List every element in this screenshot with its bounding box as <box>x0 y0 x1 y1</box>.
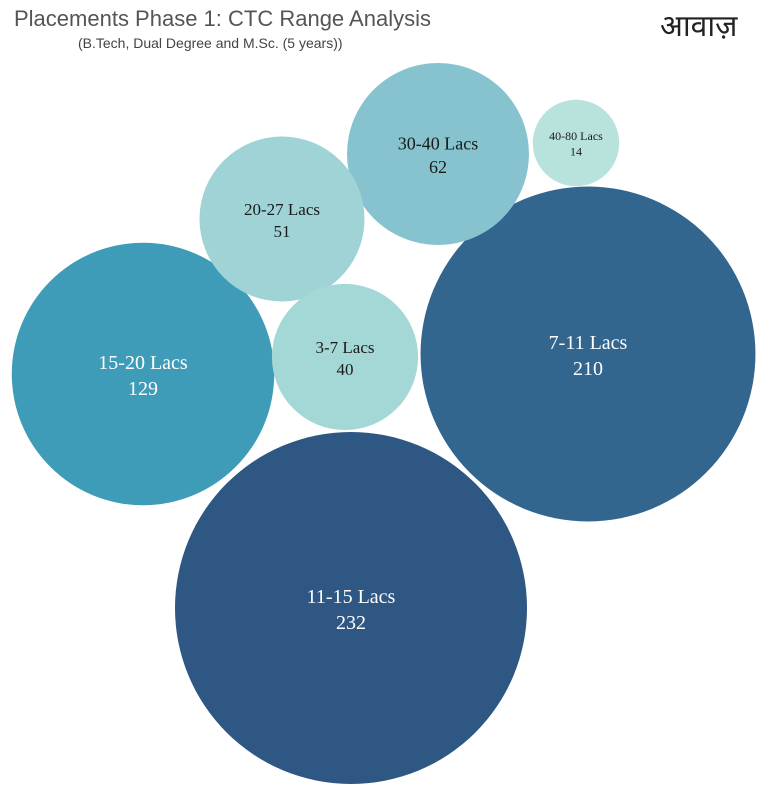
bubble-value: 51 <box>274 222 291 241</box>
bubble-label: 30-40 Lacs <box>398 134 478 154</box>
bubble-circle <box>420 186 756 522</box>
bubble-circle <box>11 242 275 506</box>
chart-title: Placements Phase 1: CTC Range Analysis <box>14 6 431 31</box>
bubble-value: 62 <box>429 157 447 177</box>
bubble-value: 129 <box>128 378 158 400</box>
bubble-label: 7-11 Lacs <box>549 332 628 354</box>
bubble-value: 14 <box>570 145 582 159</box>
bubble-value: 232 <box>336 612 366 634</box>
bubble-circle <box>175 432 527 784</box>
bubble-30-40-lacs: 30-40 Lacs 62 <box>347 63 529 245</box>
bubble-label: 11-15 Lacs <box>307 586 396 608</box>
bubble-7-11-lacs: 7-11 Lacs 210 <box>420 186 756 522</box>
brand-logo: आवाज़ <box>660 9 738 44</box>
bubble-label: 3-7 Lacs <box>315 338 374 357</box>
bubble-circle <box>199 136 365 302</box>
bubble-value: 210 <box>573 358 603 380</box>
bubble-40-80-lacs: 40-80 Lacs 14 <box>532 99 620 187</box>
bubble-label: 20-27 Lacs <box>244 200 320 219</box>
bubble-value: 40 <box>337 360 354 379</box>
bubble-label: 40-80 Lacs <box>549 129 603 143</box>
bubble-3-7-lacs: 3-7 Lacs 40 <box>271 283 419 431</box>
bubble-15-20-lacs: 15-20 Lacs 129 <box>11 242 275 506</box>
bubble-label: 15-20 Lacs <box>98 352 188 374</box>
chart-subtitle: (B.Tech, Dual Degree and M.Sc. (5 years)… <box>78 35 343 51</box>
bubble-circle <box>532 99 620 187</box>
bubble-circle <box>347 63 529 245</box>
bubble-circle <box>271 283 419 431</box>
bubble-20-27-lacs: 20-27 Lacs 51 <box>199 136 365 302</box>
bubble-11-15-lacs: 11-15 Lacs 232 <box>175 432 527 784</box>
